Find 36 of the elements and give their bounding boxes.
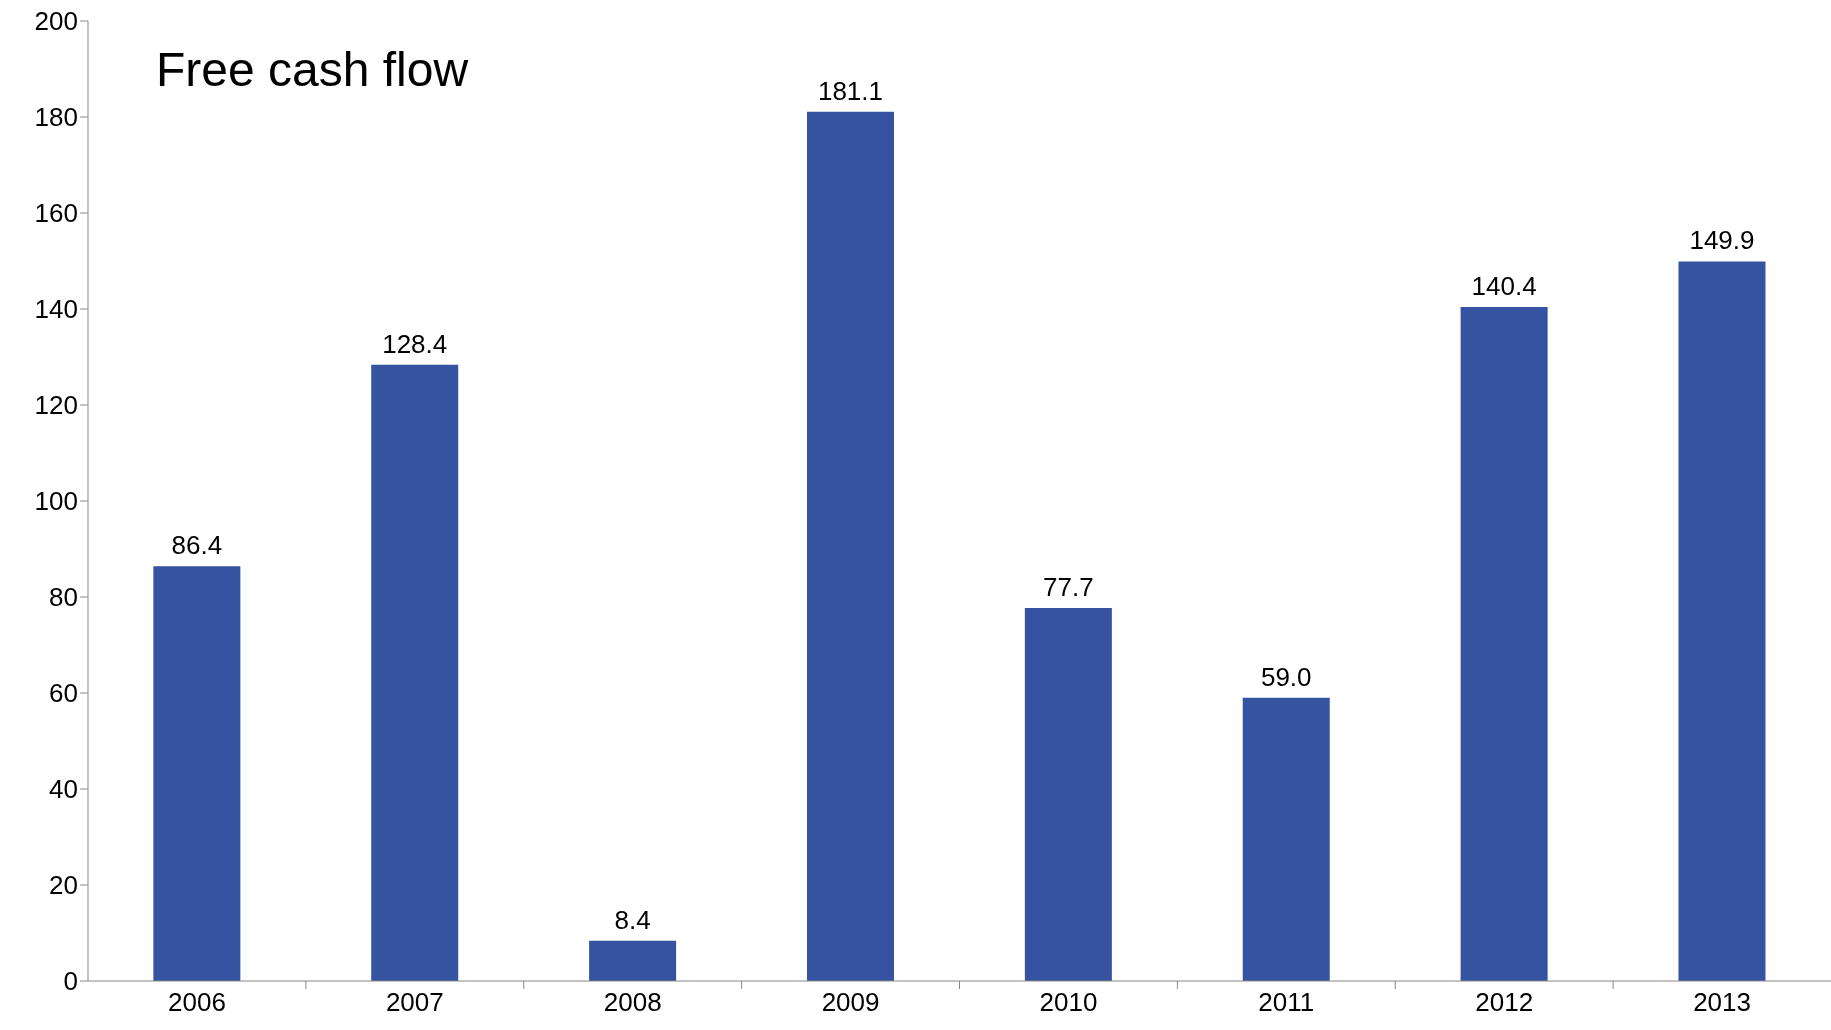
x-tick-label: 2008 [603, 987, 662, 1018]
y-tick-label: 100 [34, 486, 78, 517]
bar [1678, 261, 1766, 981]
y-tick-label: 120 [34, 390, 78, 421]
y-tick-label: 80 [49, 582, 78, 613]
x-tick-label: 2013 [1693, 987, 1751, 1018]
x-tick-label: 2009 [821, 987, 880, 1018]
data-label: 149.9 [1689, 225, 1755, 256]
data-label: 140.4 [1471, 271, 1537, 302]
bar [371, 364, 459, 981]
y-tick-label: 60 [49, 678, 78, 709]
bar [806, 111, 894, 981]
bar [1024, 608, 1112, 981]
data-label: 86.4 [171, 530, 223, 561]
x-tick-label: 2006 [168, 987, 226, 1018]
data-label: 77.7 [1043, 572, 1094, 603]
y-tick-label: 20 [49, 870, 78, 901]
x-tick-label: 2011 [1258, 987, 1315, 1018]
x-tick-label: 2010 [1039, 987, 1098, 1018]
bar [1460, 307, 1548, 981]
x-tick-label: 2007 [385, 987, 444, 1018]
y-tick-label: 40 [49, 774, 78, 805]
bar [589, 940, 677, 981]
y-tick-label: 140 [34, 294, 78, 325]
data-label: 59.0 [1260, 661, 1312, 692]
data-label: 128.4 [382, 328, 448, 359]
bar [153, 566, 241, 981]
bar [1242, 697, 1330, 981]
text: Free cash flow [156, 43, 469, 96]
y-tick-label: 200 [34, 6, 78, 37]
x-tick-label: 2012 [1475, 987, 1534, 1018]
y-tick-label: 0 [63, 966, 78, 997]
data-label: 181.1 [817, 75, 884, 106]
data-label: 8.4 [614, 904, 651, 935]
y-tick-label: 180 [34, 102, 78, 133]
y-tick-label: 160 [34, 198, 78, 229]
